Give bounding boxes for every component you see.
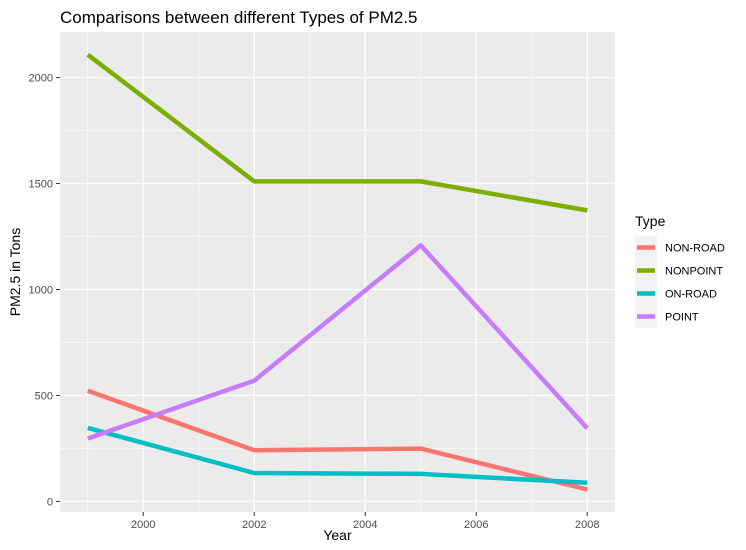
- series-line-nonpoint: [86, 52, 588, 213]
- grid-minor: [60, 32, 615, 512]
- x-tick-label: 2004: [353, 519, 377, 531]
- x-tick-label: 2006: [464, 519, 488, 531]
- series-lines: [86, 52, 589, 492]
- y-tick-label: 0: [47, 496, 53, 508]
- y-tick-label: 1000: [29, 284, 53, 296]
- series-line-on-road: [87, 425, 588, 486]
- legend: Type NON-ROAD NONPOINT ON-ROAD POINT: [635, 213, 725, 328]
- plot-panel: [60, 32, 615, 512]
- x-axis-title: Year: [323, 527, 352, 543]
- y-tick-label: 2000: [29, 73, 53, 85]
- y-axis: 0 500 1000 1500 2000: [29, 73, 60, 508]
- series-line-point: [87, 243, 589, 441]
- x-tick-label: 2000: [131, 519, 155, 531]
- series-line-non-road: [87, 388, 588, 492]
- y-tick-label: 1500: [29, 179, 53, 191]
- legend-label: NON-ROAD: [665, 243, 725, 255]
- grid-major: [60, 32, 615, 512]
- y-axis-title: PM2.5 in Tons: [7, 228, 23, 316]
- legend-items: NON-ROAD NONPOINT ON-ROAD POINT: [635, 236, 725, 328]
- x-axis: 2000 2002 2004 2006 2008: [131, 512, 599, 531]
- x-tick-label: 2002: [242, 519, 266, 531]
- y-tick-label: 500: [35, 390, 53, 402]
- chart-title: Comparisons between different Types of P…: [60, 8, 418, 27]
- legend-label: POINT: [665, 312, 699, 324]
- legend-label: ON-ROAD: [665, 289, 717, 301]
- x-tick-label: 2008: [575, 519, 599, 531]
- legend-label: NONPOINT: [665, 266, 723, 278]
- legend-title: Type: [635, 213, 666, 229]
